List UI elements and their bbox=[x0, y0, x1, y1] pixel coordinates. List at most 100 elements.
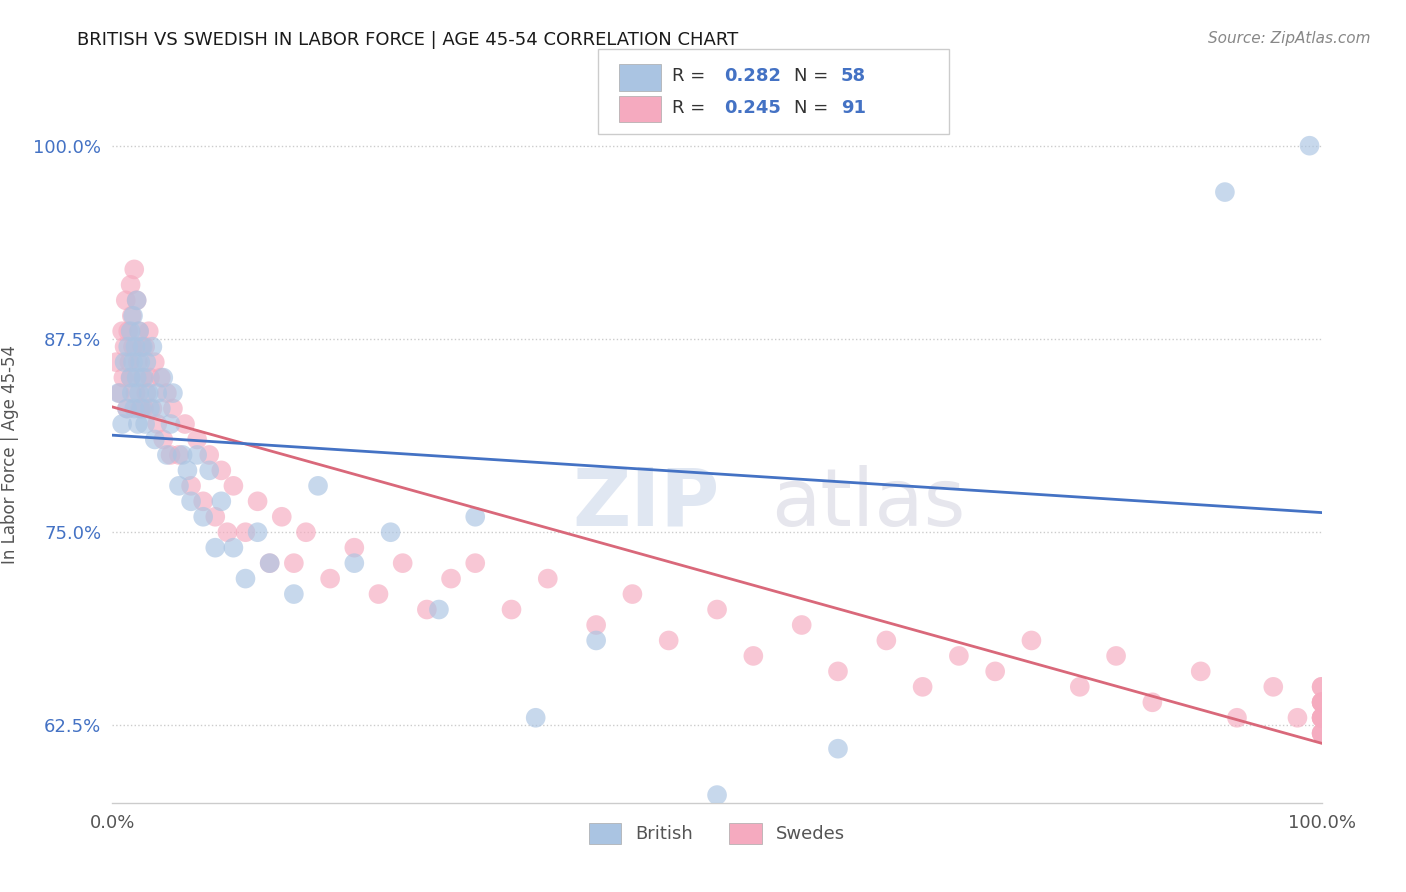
Text: BRITISH VS SWEDISH IN LABOR FORCE | AGE 45-54 CORRELATION CHART: BRITISH VS SWEDISH IN LABOR FORCE | AGE … bbox=[77, 31, 738, 49]
Point bbox=[283, 556, 305, 570]
Point bbox=[138, 386, 160, 401]
Point bbox=[198, 463, 221, 477]
Point bbox=[1142, 695, 1164, 709]
Point bbox=[118, 355, 141, 369]
Point bbox=[167, 448, 190, 462]
Point bbox=[167, 479, 190, 493]
Point bbox=[146, 386, 169, 401]
Point bbox=[191, 509, 214, 524]
Point bbox=[132, 370, 155, 384]
Point bbox=[159, 417, 181, 431]
Point bbox=[176, 463, 198, 477]
Point bbox=[524, 711, 547, 725]
Point bbox=[186, 433, 208, 447]
Point bbox=[117, 340, 139, 354]
Point bbox=[131, 340, 153, 354]
Legend: British, Swedes: British, Swedes bbox=[579, 814, 855, 853]
Point bbox=[120, 370, 142, 384]
Point bbox=[156, 386, 179, 401]
Point bbox=[742, 648, 765, 663]
Text: atlas: atlas bbox=[772, 465, 966, 542]
Point bbox=[1021, 633, 1043, 648]
Point bbox=[162, 386, 184, 401]
Point bbox=[585, 618, 607, 632]
Point bbox=[217, 525, 239, 540]
Point bbox=[1105, 648, 1128, 663]
Point bbox=[129, 355, 152, 369]
Point bbox=[209, 494, 232, 508]
Point bbox=[1069, 680, 1091, 694]
Point bbox=[1310, 695, 1333, 709]
Point bbox=[131, 401, 153, 416]
Point bbox=[172, 448, 194, 462]
Point bbox=[1310, 711, 1333, 725]
Point bbox=[152, 433, 174, 447]
Point bbox=[117, 324, 139, 338]
Point bbox=[1298, 138, 1320, 153]
Point bbox=[537, 572, 560, 586]
Point bbox=[204, 541, 226, 555]
Point bbox=[134, 340, 156, 354]
Text: 58: 58 bbox=[841, 67, 866, 86]
Point bbox=[186, 448, 208, 462]
Point bbox=[307, 479, 329, 493]
Point bbox=[222, 479, 245, 493]
Point bbox=[122, 309, 145, 323]
FancyBboxPatch shape bbox=[619, 95, 661, 122]
Point bbox=[367, 587, 389, 601]
Point bbox=[706, 788, 728, 802]
Point bbox=[134, 417, 156, 431]
Point bbox=[1310, 726, 1333, 740]
Point bbox=[911, 680, 934, 694]
Point bbox=[464, 556, 486, 570]
Point bbox=[125, 370, 148, 384]
Point bbox=[120, 324, 142, 338]
Point bbox=[1310, 695, 1333, 709]
Point bbox=[948, 648, 970, 663]
Point bbox=[146, 417, 169, 431]
Text: R =: R = bbox=[672, 99, 711, 117]
FancyBboxPatch shape bbox=[598, 49, 949, 134]
Point bbox=[1310, 680, 1333, 694]
Point bbox=[122, 401, 145, 416]
Point bbox=[121, 309, 143, 323]
Point bbox=[204, 509, 226, 524]
Point bbox=[246, 494, 269, 508]
Point bbox=[122, 262, 145, 277]
Point bbox=[343, 541, 366, 555]
Point bbox=[162, 401, 184, 416]
Point bbox=[124, 340, 146, 354]
Point bbox=[1310, 711, 1333, 725]
Point bbox=[138, 324, 160, 338]
Point bbox=[152, 370, 174, 384]
Point bbox=[120, 370, 142, 384]
Point bbox=[115, 401, 138, 416]
Point bbox=[1310, 711, 1333, 725]
Point bbox=[827, 665, 849, 679]
Point bbox=[416, 602, 439, 616]
Point bbox=[127, 417, 149, 431]
Point bbox=[180, 479, 202, 493]
Point bbox=[132, 370, 155, 384]
Point bbox=[198, 448, 221, 462]
Point bbox=[1286, 711, 1309, 725]
Point bbox=[132, 340, 155, 354]
Point bbox=[143, 355, 166, 369]
Point bbox=[1310, 711, 1333, 725]
Point bbox=[112, 370, 135, 384]
Point bbox=[114, 340, 136, 354]
Point bbox=[621, 587, 644, 601]
Point bbox=[1310, 726, 1333, 740]
Text: ZIP: ZIP bbox=[572, 465, 720, 542]
Point bbox=[585, 633, 607, 648]
Point bbox=[270, 509, 292, 524]
Point bbox=[135, 355, 157, 369]
Point bbox=[107, 386, 129, 401]
Point bbox=[1310, 695, 1333, 709]
Point bbox=[427, 602, 450, 616]
Point bbox=[149, 370, 172, 384]
Point bbox=[139, 401, 162, 416]
Point bbox=[464, 509, 486, 524]
Point bbox=[180, 494, 202, 508]
Text: 0.245: 0.245 bbox=[724, 99, 780, 117]
